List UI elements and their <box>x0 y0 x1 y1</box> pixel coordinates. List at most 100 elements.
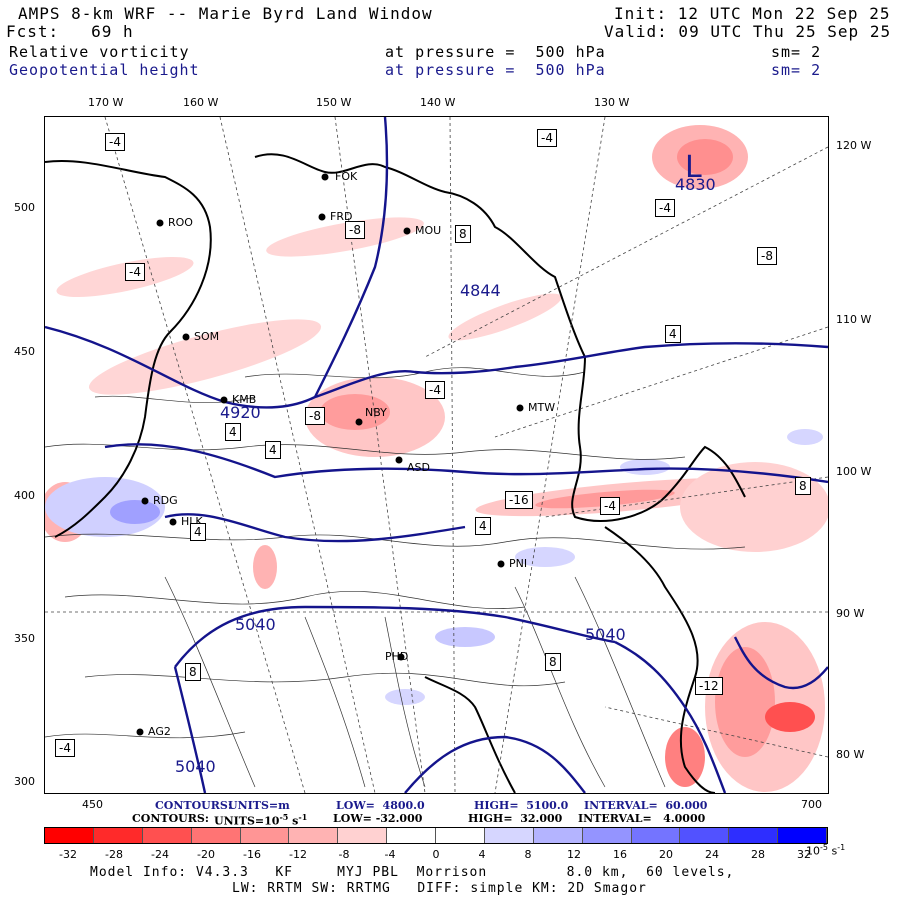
colorbar-tick-label: 12 <box>567 848 581 861</box>
vorticity-contour-units: UNITS=10-5 s-1 <box>214 812 308 828</box>
vorticity-contour-label: -4 <box>55 739 75 757</box>
top-lon-label: 170 W <box>88 96 124 109</box>
vorticity-contour-label: -4 <box>600 497 620 515</box>
colorbar-tick-label: -24 <box>151 848 169 861</box>
colorbar-tick-label: -28 <box>105 848 123 861</box>
map-canvas <box>45 117 828 793</box>
height-contours <box>45 117 828 793</box>
colorbar-tick-label: 8 <box>524 848 532 861</box>
colorbar-swatch <box>45 828 94 843</box>
colorbar-swatch <box>778 828 827 843</box>
map-title: AMPS 8-km WRF -- Marie Byrd Land Window <box>18 4 433 23</box>
top-lon-label: 160 W <box>183 96 219 109</box>
coastline <box>45 153 746 793</box>
colorbar-tick-label: 20 <box>659 848 673 861</box>
bottom-grid-label: 700 <box>801 798 822 811</box>
low-pressure-marker: L <box>685 150 702 185</box>
height-contour-interval: INTERVAL= 60.000 <box>584 799 708 812</box>
height-label: 4920 <box>220 403 261 422</box>
colorbar-tick-label: 16 <box>613 848 627 861</box>
station-label: RDG <box>153 494 178 507</box>
vorticity-contour-label: 4 <box>225 423 241 441</box>
station-label: HLK <box>181 515 203 528</box>
valid-time: Valid: 09 UTC Thu 25 Sep 25 <box>604 22 892 41</box>
left-grid-label: 400 <box>14 489 35 502</box>
height-label: 4844 <box>460 281 501 300</box>
field2-smoothing: sm= 2 <box>771 61 822 79</box>
height-contour-label: CONTOURS: <box>155 799 232 812</box>
init-time: Init: 12 UTC Mon 22 Sep 25 <box>614 4 891 23</box>
colorbar-swatch <box>338 828 388 843</box>
colorbar-tick-label: -32 <box>59 848 77 861</box>
right-lon-label: 120 W <box>836 139 872 152</box>
colorbar-tick-label: 32 <box>797 848 811 861</box>
station-label: MOU <box>415 224 442 237</box>
right-lon-label: 110 W <box>836 313 872 326</box>
colorbar-unit: 10-5 s-1 <box>806 843 846 858</box>
negative-vorticity-shading <box>45 125 828 792</box>
vorticity-contour-label: 4 <box>190 523 206 541</box>
colorbar-swatch <box>484 828 534 843</box>
colorbar-swatch <box>289 828 339 843</box>
vorticity-contour-label: -8 <box>757 247 777 265</box>
height-contour-units: UNITS=m <box>228 799 290 812</box>
vorticity-contour-label: 4 <box>665 325 681 343</box>
colorbar-tick-label: -16 <box>243 848 261 861</box>
colorbar-swatch <box>582 828 632 843</box>
right-lon-label: 80 W <box>836 748 865 761</box>
colorbar-tick-label: -8 <box>338 848 350 861</box>
bottom-grid-label: 450 <box>82 798 103 811</box>
colorbar-swatch <box>93 828 143 843</box>
colorbar-swatch <box>680 828 730 843</box>
station-markers <box>136 173 524 736</box>
model-info: Model Info: V4.3.3 KF MYJ PBL Morrison 8… <box>90 865 735 880</box>
station-label: MTW <box>528 401 556 414</box>
top-lon-label: 130 W <box>594 96 630 109</box>
colorbar-swatch <box>142 828 192 843</box>
station-label: KMB <box>232 393 257 406</box>
field1-smoothing: sm= 2 <box>771 43 822 61</box>
colorbar <box>44 827 828 844</box>
vorticity-contour-label: 8 <box>795 477 811 495</box>
station-label: SOM <box>194 330 220 343</box>
colorbar-tick-label: -12 <box>289 848 307 861</box>
vorticity-contour-label: 4 <box>265 441 281 459</box>
colorbar-tick-label: -4 <box>384 848 396 861</box>
graticule <box>45 117 828 793</box>
station-label: PNI <box>509 557 528 570</box>
left-grid-label: 500 <box>14 201 35 214</box>
top-lon-label: 150 W <box>316 96 352 109</box>
colorbar-tick-label: 24 <box>705 848 719 861</box>
station-label: ROO <box>168 216 193 229</box>
height-contour-high: HIGH= 5100.0 <box>474 799 569 812</box>
physics-info: LW: RRTM SW: RRTMG DIFF: simple KM: 2D S… <box>232 881 647 896</box>
colorbar-swatch <box>631 828 681 843</box>
vorticity-contour-label: 8 <box>455 225 471 243</box>
vorticity-contour-label: -4 <box>105 133 125 151</box>
station-label: PHD <box>385 650 409 663</box>
colorbar-swatch <box>533 828 583 843</box>
field2-name: Geopotential height <box>9 61 200 79</box>
colorbar-swatch <box>729 828 779 843</box>
vorticity-contour-label: -8 <box>345 221 365 239</box>
station-label: FOK <box>335 170 358 183</box>
colorbar-tick-label: 4 <box>478 848 486 861</box>
station-label: FRD <box>330 210 353 223</box>
field1-level: at pressure = 500 hPa <box>385 43 606 61</box>
vorticity-contour-label: -4 <box>655 199 675 217</box>
vorticity-contour-label: -4 <box>125 263 145 281</box>
colorbar-swatch <box>436 828 485 843</box>
colorbar-swatch <box>191 828 241 843</box>
station-label: AG2 <box>148 725 171 738</box>
vorticity-contour-label: 4 <box>475 517 491 535</box>
left-grid-label: 350 <box>14 632 35 645</box>
vorticity-contour-label: 8 <box>185 663 201 681</box>
vorticity-contour-label: -12 <box>695 677 723 695</box>
vorticity-contour-label: CONTOURS: <box>132 812 209 825</box>
right-lon-label: 90 W <box>836 607 865 620</box>
height-label: 5040 <box>585 625 626 644</box>
colorbar-tick-label: -20 <box>197 848 215 861</box>
vorticity-contour-label: -4 <box>537 129 557 147</box>
vorticity-contour-label: 8 <box>545 653 561 671</box>
height-label: 5040 <box>175 757 216 776</box>
